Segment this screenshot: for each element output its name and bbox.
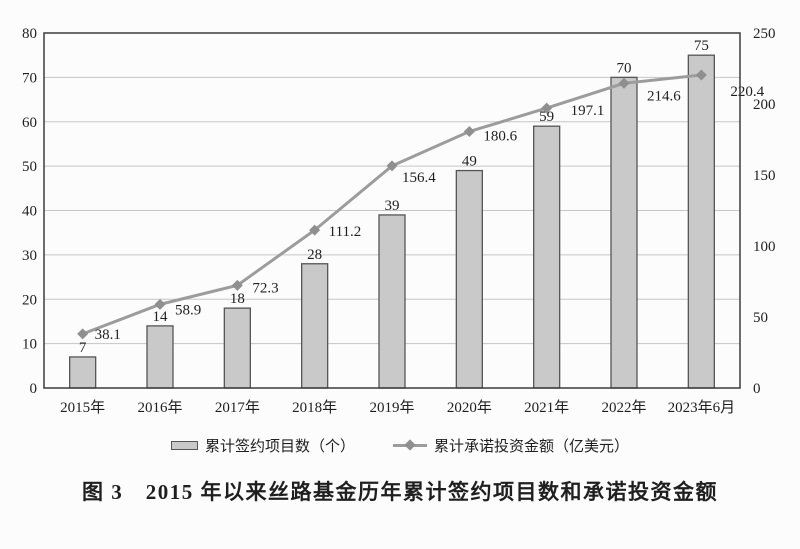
line-value-label: 72.3 (252, 280, 278, 296)
bar (69, 356, 97, 389)
left-axis-tick: 60 (22, 115, 37, 131)
diamond-marker (77, 328, 89, 340)
diamond-marker (463, 126, 475, 138)
combo-chart: 0 10 20 30 40 50 60 70 80 0 50 100 150 200 250 2015年 201… (22, 26, 776, 416)
bar-value-label: 18 (230, 291, 245, 307)
bar-value-label: 14 (153, 309, 169, 325)
bar (687, 54, 715, 389)
legend: 累计签约项目数（个） 累计承诺投资金额（亿美元） (0, 435, 800, 455)
bar (146, 325, 174, 389)
diamond-marker (154, 298, 166, 310)
left-axis-tick: 50 (22, 159, 37, 175)
bar-value-label: 49 (462, 154, 477, 170)
bar (533, 125, 561, 389)
bar-value-label: 39 (385, 198, 400, 214)
diamond-marker (309, 224, 321, 236)
line-value-label: 220.4 (730, 84, 764, 100)
line-value-label: 111.2 (329, 224, 362, 240)
legend-item-projects: 累计签约项目数（个） (170, 435, 355, 456)
right-axis-tick: 250 (753, 26, 776, 42)
bar (610, 76, 638, 389)
left-axis-tick: 0 (30, 381, 38, 397)
bar-value-label: 75 (694, 38, 709, 54)
legend-item-investment: 累计承诺投资金额（亿美元） (393, 435, 629, 456)
diamond-marker (618, 77, 630, 89)
x-axis-label: 2016年 (137, 399, 182, 416)
bar-value-label: 28 (307, 247, 322, 263)
left-axis-tick: 30 (22, 248, 37, 264)
legend-label-investment: 累计承诺投资金额（亿美元） (434, 438, 630, 455)
diamond-marker (231, 279, 243, 291)
x-axis-label: 2023年6月 (668, 399, 736, 416)
left-axis-tick: 10 (22, 337, 37, 353)
line-value-label: 180.6 (483, 129, 517, 145)
bar-value-label: 70 (617, 60, 632, 76)
line-value-label: 58.9 (175, 302, 201, 318)
bar-swatch-icon (170, 440, 198, 450)
right-axis-tick: 0 (753, 381, 761, 397)
bar (301, 263, 329, 389)
bar-value-label: 59 (539, 109, 554, 125)
line-value-label: 38.1 (95, 327, 121, 343)
diamond-marker (541, 102, 553, 114)
x-axis-label: 2020年 (447, 399, 492, 416)
x-axis-label: 2018年 (292, 399, 337, 416)
line-value-label: 197.1 (571, 103, 605, 119)
x-axis-label: 2019年 (369, 399, 414, 416)
diamond-icon (404, 439, 416, 451)
line-value-label: 214.6 (647, 88, 681, 104)
legend-label-projects: 累计签约项目数（个） (204, 438, 355, 455)
x-axis-label: 2015年 (60, 399, 105, 416)
line-diamond-icon (393, 439, 427, 451)
line-value-label: 156.4 (402, 170, 436, 186)
right-axis-tick: 100 (753, 239, 776, 255)
plot-frame (43, 32, 741, 389)
bar (378, 214, 406, 389)
right-axis-tick: 200 (753, 97, 776, 113)
bar (455, 169, 483, 389)
x-axis-label: 2022年 (601, 399, 646, 416)
figure-caption: 图 3 2015 年以来丝路基金历年累计签约项目数和承诺投资金额 (82, 480, 718, 504)
left-axis-tick: 40 (22, 204, 37, 220)
bar-value-label: 7 (79, 340, 87, 356)
diamond-marker (386, 160, 398, 172)
left-axis-tick: 70 (22, 70, 37, 86)
right-axis-tick: 50 (753, 310, 768, 326)
diamond-marker (695, 69, 707, 81)
x-axis-label: 2017年 (215, 399, 260, 416)
x-axis-label: 2021年 (524, 399, 569, 416)
right-axis-tick: 150 (753, 168, 776, 184)
bar (223, 307, 251, 389)
left-axis-tick: 20 (22, 292, 37, 308)
left-axis-tick: 80 (22, 26, 37, 42)
